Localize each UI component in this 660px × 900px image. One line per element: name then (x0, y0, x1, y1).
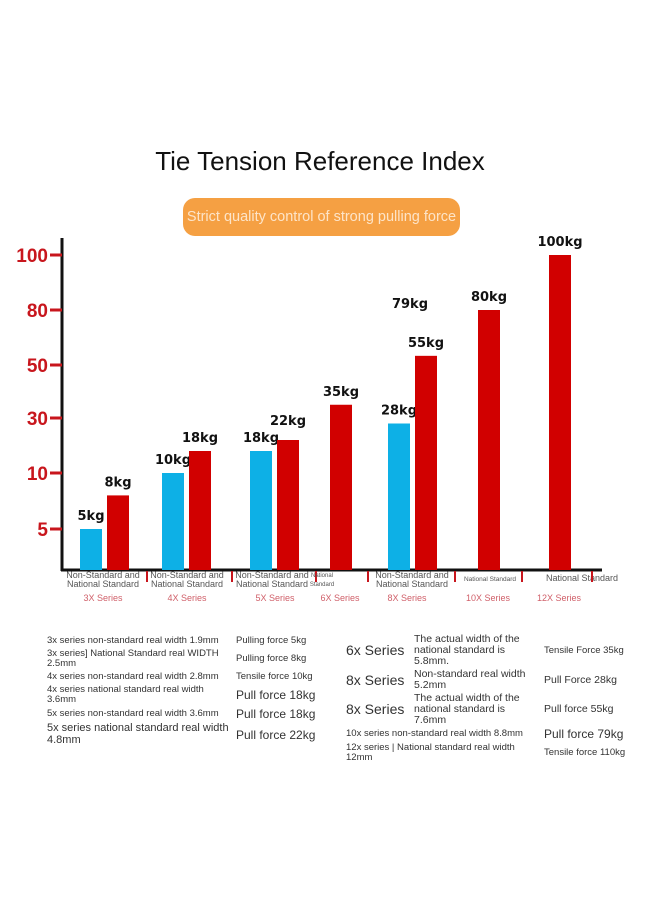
bar-value-label: 100kg (537, 235, 582, 250)
bar-value-label: 18kg (182, 431, 218, 446)
spec-desc: 4x series national standard real width 3… (47, 683, 204, 705)
bar-national-standard (107, 495, 129, 570)
category-label: 12X Series (537, 593, 582, 603)
spec-force: Pull Force 28kg (544, 673, 617, 686)
y-tick-label: 30 (27, 409, 48, 430)
category-sublabel: Non-Standard and (150, 570, 224, 580)
y-tick-label: 80 (27, 301, 48, 322)
category-sublabel: Standard (310, 582, 334, 588)
y-tick-label: 5 (37, 520, 48, 541)
spec-force: Tensile force 10kg (236, 670, 313, 682)
spec-force: Pulling force 5kg (236, 635, 307, 646)
spec-desc: 5x series national standard real width 4… (47, 722, 229, 746)
category-sublabel: National Standard (151, 579, 223, 589)
category-label: 5X Series (255, 593, 295, 603)
category-sublabel: National Standard (67, 579, 139, 589)
spec-desc: The actual width of the national standar… (414, 633, 520, 668)
bar-value-label: 18kg (243, 431, 279, 446)
bar-value-label: 35kg (323, 385, 359, 400)
bar-national-standard (189, 451, 211, 570)
spec-desc: 5x series non-standard real width 3.6mm (47, 708, 219, 720)
category-sublabel: National Standard (546, 573, 618, 583)
bar-non-standard (388, 423, 410, 570)
category-label: 10X Series (466, 593, 511, 603)
spec-force: Tensile force 110kg (544, 746, 626, 758)
chart-title: Tie Tension Reference Index (155, 146, 485, 176)
y-tick-label: 100 (16, 246, 48, 267)
bar-national-standard (415, 355, 437, 570)
category-sublabel: National (311, 573, 333, 579)
specs-right: 6x Series The actual width of the nation… (346, 633, 636, 763)
category-label: 3X Series (83, 593, 123, 603)
bar-value-label: 10kg (155, 453, 191, 468)
subtitle-badge: Strict quality control of strong pulling… (183, 198, 460, 236)
category-sublabel: Non-Standard and (235, 570, 309, 580)
spec-force: Pull force 79kg (544, 727, 624, 742)
spec-force: Pull force 18kg (236, 706, 316, 721)
bar-national-standard (277, 440, 299, 570)
bar-value-label: 8kg (105, 475, 132, 490)
category-sublabel: National Standard (464, 576, 516, 583)
category-sublabel: Non-Standard and (66, 570, 140, 580)
category-sublabel: Non-Standard and (375, 570, 449, 580)
bar-value-label: 55kg (408, 336, 444, 351)
bar-value-label: 22kg (270, 414, 306, 429)
bar-value-label: 80kg (471, 290, 507, 305)
category-sublabel: National Standard (236, 579, 308, 589)
spec-force: Tensile Force 35kg (544, 644, 624, 656)
category-label: 4X Series (167, 593, 207, 603)
bar-national-standard (478, 310, 500, 570)
spec-desc: Non-standard real width 5.2mm (414, 668, 526, 692)
spec-force: Pull force 18kg (236, 687, 316, 702)
y-tick-label: 10 (27, 464, 48, 485)
spec-series: 8x Series (346, 671, 405, 688)
spec-force: Pulling force 8kg (236, 652, 307, 664)
category-sublabel: National Standard (376, 579, 448, 589)
category-label: 8X Series (387, 593, 427, 603)
spec-desc: 3x series] National Standard real WIDTH … (47, 647, 219, 669)
spec-series: 8x Series (346, 701, 405, 718)
spec-desc: 10x series non-standard real width 8.8mm (346, 728, 523, 740)
bar-national-standard (330, 404, 352, 570)
spec-force: Pull force 22kg (236, 727, 316, 742)
spec-force: Pull force 55kg (544, 703, 614, 716)
spec-desc: 3x series non-standard real width 1.9mm (47, 635, 219, 646)
spec-desc: 4x series non-standard real width 2.8mm (47, 670, 219, 682)
bar-annotation-label: 79kg (392, 297, 428, 312)
bar-non-standard (162, 473, 184, 570)
spec-series: 6x Series (346, 642, 405, 659)
specs-left: 3x series non-standard real width 1.9mm … (47, 636, 332, 747)
spec-desc: 12x series | National standard real widt… (346, 741, 515, 763)
bar-value-label: 28kg (381, 404, 417, 419)
spec-desc: The actual width of the national standar… (414, 692, 520, 727)
bar-non-standard (80, 529, 102, 570)
category-label: 6X Series (320, 593, 360, 603)
y-tick-label: 50 (27, 356, 48, 377)
bar-non-standard (250, 451, 272, 570)
bar-value-label: 5kg (78, 509, 105, 524)
bar-national-standard (549, 255, 571, 570)
